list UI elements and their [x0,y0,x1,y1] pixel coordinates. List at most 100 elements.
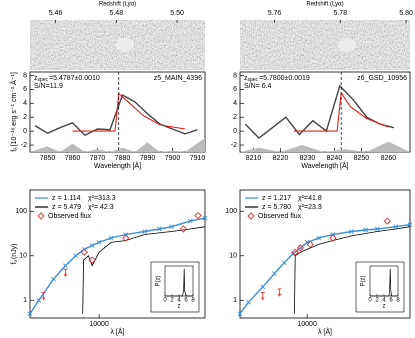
model-point [393,224,399,229]
top-tick-label: 5.50 [170,10,184,17]
y-tick-label: -2 [21,142,27,149]
inset-x-label: z [383,304,386,310]
flux-spectrum [244,84,394,140]
signal-to-noise: S/N= 6.4 [244,83,272,90]
upper-limit [260,292,265,301]
fit-line [72,92,186,132]
emission-blob [338,38,357,52]
legend-marker [37,212,45,220]
y-tick-label: 6 [233,86,237,93]
legend-label: Observed flux [48,213,92,220]
legend-marker [247,212,255,220]
x-axis-label: Wavelength [Å] [301,161,348,170]
z-spec-rest: =5.4787±0.0010 [49,75,100,82]
z-spec: zspec=5.4787±0.0010 [34,75,100,83]
z-spec: zspec=5.7800±0.0019 [244,75,310,83]
z-spec-rest: =5.7800±0.0019 [259,75,310,82]
x-tick-label: 8240 [327,155,343,162]
y-tick-label: -2 [231,142,237,149]
inset-tick-label: 0 [368,298,372,304]
signal-to-noise: S/N=11.9 [34,83,63,90]
model-point [169,224,174,229]
x-tick-label: 8220 [273,155,289,162]
legend-label: z = 5.780 [262,204,291,211]
model-point [96,240,102,245]
model-point [260,284,266,290]
model-point [290,251,296,257]
upper-limit [277,288,282,297]
observed-point [291,248,299,256]
y-tick-label: 8 [233,72,237,79]
observed-point [306,240,314,249]
x-tick-label: 7860 [65,155,81,162]
inset-tick-label: 8 [191,298,195,304]
legend-chi2: χ²=313.3 [88,195,116,202]
x-tick-label: 7850 [40,155,56,162]
model-point [108,235,114,241]
inset-tick-label: 6 [184,298,188,304]
x-tick-label: 7870 [90,155,106,162]
x-tick-label: 10000 [297,321,317,328]
top-axis-label: Redshift (Lyα) [99,2,136,8]
y-tick-label: 2 [233,114,237,121]
inset-tick-label: 4 [177,298,181,304]
model-point [407,222,413,227]
y-tick-label: 10 [19,253,27,260]
model-point [142,229,148,234]
plot-frame [239,71,411,153]
x-axis-label: λ [Å] [110,327,124,336]
pz-curve [370,268,398,297]
top-tick-label: 5.76 [268,10,282,17]
y-tick-label: 100 [225,208,237,215]
y-axis-label: fλ[10⁻¹⁸ erg s⁻¹ cm⁻² Å⁻¹] [9,72,19,152]
x-tick-label: 7910 [190,155,206,162]
y-tick-label: 4 [23,100,27,107]
y-tick-label: 2 [23,114,27,121]
inset-x-label: z [178,304,181,310]
y-axis-label-sub: ν [13,260,19,263]
model-point [36,297,42,303]
model-point [349,229,354,234]
model-point [157,226,162,232]
top-tick-label: 5.80 [399,10,413,17]
observed-point [383,217,391,225]
model-point [316,235,322,241]
observed-point [329,234,337,242]
pz-curve [165,268,193,297]
x-tick-label: 8250 [354,155,370,162]
model-point [73,253,78,259]
z-spec-sub: spec [38,77,49,83]
model-point [375,226,380,232]
legend-chi2: χ²= 42.3 [88,204,114,211]
y-axis-label-main: f [11,150,18,152]
model-point [27,311,33,317]
inset-tick-label: 2 [170,298,174,304]
y-tick-label: 0 [23,128,27,135]
y-tick-label: 0 [233,128,237,135]
sed-model [294,226,411,314]
observed-point [179,225,188,233]
y-tick-label: 1 [23,297,27,304]
observed-point [80,248,89,256]
legend-label: Observed flux [258,213,302,220]
y-axis-label-rest: [10⁻¹⁸ erg s⁻¹ cm⁻² Å⁻¹] [9,72,18,146]
y-tick-label: 10 [229,253,237,260]
inset-tick-label: 4 [382,298,386,304]
model-point [246,300,251,305]
x-tick-label: 8230 [300,155,316,162]
model-point [237,311,243,317]
top-tick-label: 5.78 [333,10,347,17]
x-tick-label: 8210 [246,155,262,162]
y-axis-label: fν(nJy) [11,243,19,264]
x-tick-label: 7880 [115,155,131,162]
legend-chi2: χ²=41.8 [298,195,322,202]
flux-spectrum [34,93,198,137]
inset-tick-label: 8 [396,298,400,304]
model-point [187,218,193,224]
z-spec-main: z [244,75,248,82]
y-axis-label-sub: λ [13,147,19,150]
y-tick-label: 4 [233,100,237,107]
y-axis-label-main: f [11,263,18,265]
legend-label: z = 5.479 [52,204,81,211]
